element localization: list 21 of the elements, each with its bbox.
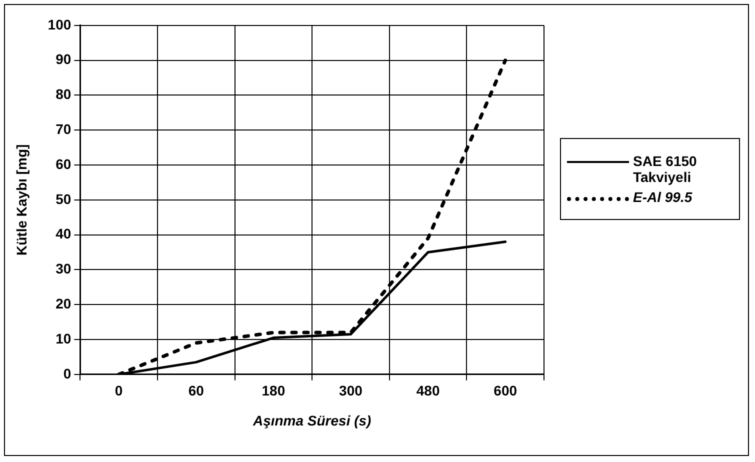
x-tick-label: 60 bbox=[188, 382, 204, 399]
y-axis-title: Kütle Kaybı [mg] bbox=[13, 144, 30, 256]
y-tick-label: 20 bbox=[56, 295, 72, 312]
y-tick-label: 30 bbox=[56, 260, 72, 277]
x-axis-title: Aşınma Süresi (s) bbox=[252, 412, 372, 428]
y-tick-label: 100 bbox=[48, 16, 72, 32]
legend-label: E-Al 99.5 bbox=[633, 189, 692, 205]
y-tick-label: 90 bbox=[56, 51, 72, 68]
y-tick-label: 40 bbox=[56, 226, 72, 242]
x-tick-label: 0 bbox=[114, 382, 123, 399]
x-tick-label: 300 bbox=[339, 382, 363, 399]
y-tick-label: 70 bbox=[56, 120, 72, 137]
legend-label: SAE 6150 Takviyeli bbox=[633, 153, 698, 185]
y-tick-label: 0 bbox=[63, 365, 72, 382]
x-tick-label: 480 bbox=[416, 382, 440, 399]
y-tick-label: 60 bbox=[56, 156, 72, 172]
y-tick-label: 80 bbox=[56, 86, 72, 102]
y-tick-label: 10 bbox=[56, 330, 72, 346]
x-tick-label: 600 bbox=[494, 382, 518, 399]
x-tick-label: 180 bbox=[262, 382, 286, 399]
y-tick-label: 50 bbox=[56, 190, 72, 207]
